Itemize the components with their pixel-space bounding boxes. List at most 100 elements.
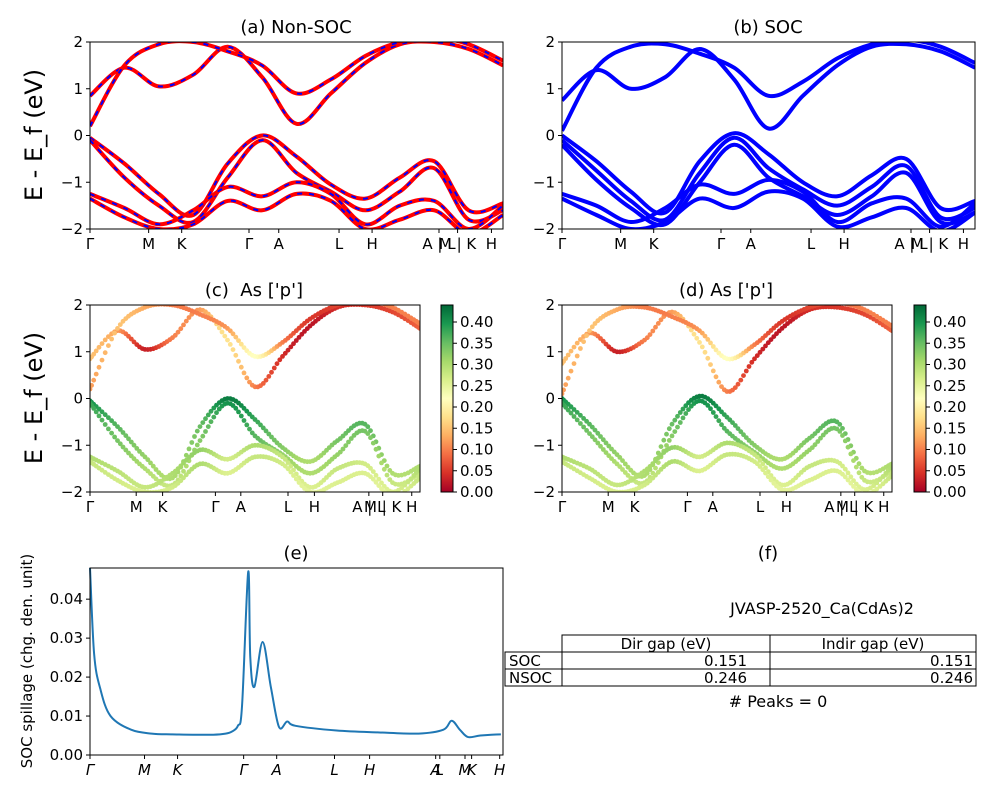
projection-point [574,410,580,415]
projection-point [148,460,153,466]
y-tick-label: 0 [545,127,555,145]
projection-point [675,413,680,419]
x-tick-label: M | K [364,498,403,516]
x-tick-label: H [878,498,889,516]
projection-point [285,347,291,353]
projection-point [757,349,763,355]
x-tick-label: K [173,761,184,779]
panel-c-frame [89,304,421,493]
projection-point [710,410,716,415]
gap-table: Dir gap (eV) Indir gap (eV) SOC 0.151 0.… [504,634,977,687]
projection-point [688,327,694,333]
projection-point [126,436,131,442]
colorbar-tick-label: 0.35 [460,334,493,352]
projection-point [719,422,724,428]
projection-point [236,338,241,343]
band-line-soc [562,42,975,132]
projection-point [346,300,351,305]
projection-point [244,375,250,381]
panel-a-frame [89,41,504,230]
y-tick-label: −1 [61,436,83,454]
projection-point [417,326,420,331]
projection-point [842,474,848,480]
projection-point [99,357,105,363]
band-line-soc [562,142,975,228]
y-tick-label: −1 [61,173,83,191]
x-tick-label: H [494,761,505,779]
projection-point [230,347,236,352]
panel-a-bands [90,42,503,229]
projection-point [603,450,609,455]
projection-point [568,404,574,410]
projection-point [705,403,711,408]
projection-point [856,489,862,492]
projection-point [699,344,705,350]
projection-point [853,464,859,470]
colorbar-tick-label: 0.15 [460,419,493,437]
projection-point [200,433,206,439]
projection-point [571,361,577,366]
colorbar-tick-label: 0.00 [933,483,966,501]
projection-point [368,465,373,471]
projection-point [680,415,686,421]
projection-point [225,337,230,343]
projection-point [417,466,420,471]
projection-point [370,476,376,482]
projection-point [263,428,269,434]
colorbar-tick-label: 0.15 [933,419,966,437]
x-tick-label: A [430,761,441,779]
projection-point [238,364,244,370]
projection-point [285,466,291,472]
projection-point [106,415,111,421]
projection-point [376,476,382,482]
projection-point [102,337,108,343]
projection-point [194,428,200,434]
projection-point [269,369,274,375]
projection-point [565,375,571,381]
projection-point [271,365,277,371]
projection-point [241,370,247,376]
panel-c-points [90,299,420,492]
projection-point [757,457,763,463]
projection-point [713,414,719,419]
y-tick-label: −1 [533,436,555,454]
projection-point [386,491,388,492]
projection-point [247,426,252,432]
band-line-soc [562,135,975,223]
projection-point [269,434,274,440]
x-tick-label: Γ [86,498,95,516]
projection-point [587,328,592,334]
panel-c-colorbar-ticks: 0.00 0.05 0.10 0.15 0.20 0.25 0.30 0.35 0.40 [453,313,493,501]
colorbar-tick-label: 0.25 [460,377,493,395]
projection-point [686,407,691,412]
projection-point [211,414,217,420]
panel-d-title: (d) As ['p'] [679,280,773,301]
projection-point [258,422,263,428]
projection-point [716,379,722,385]
x-tick-label: A | L [894,235,928,253]
projection-point [664,431,669,437]
band-line-nsoc-dash [90,181,503,229]
y-tick-label: 0 [73,127,83,145]
x-tick-label: A [746,235,757,253]
projection-point [227,342,233,347]
projection-point [102,422,108,427]
projection-point [592,427,598,433]
projection-point [120,444,126,450]
projection-point [647,332,653,337]
projection-point [735,381,741,387]
x-tick-label: Γ [211,498,220,516]
projection-point [288,344,294,350]
x-tick-label: A [271,761,282,779]
projection-point [877,477,883,483]
x-tick-label: M [130,498,143,516]
projection-point [710,368,716,374]
projection-point [595,440,601,446]
x-tick-label: L [284,498,293,516]
projection-point [291,341,296,347]
projection-point [842,466,848,472]
projection-point [874,486,880,492]
projection-point [384,472,390,478]
projection-point [352,299,357,304]
projection-point [340,446,346,452]
